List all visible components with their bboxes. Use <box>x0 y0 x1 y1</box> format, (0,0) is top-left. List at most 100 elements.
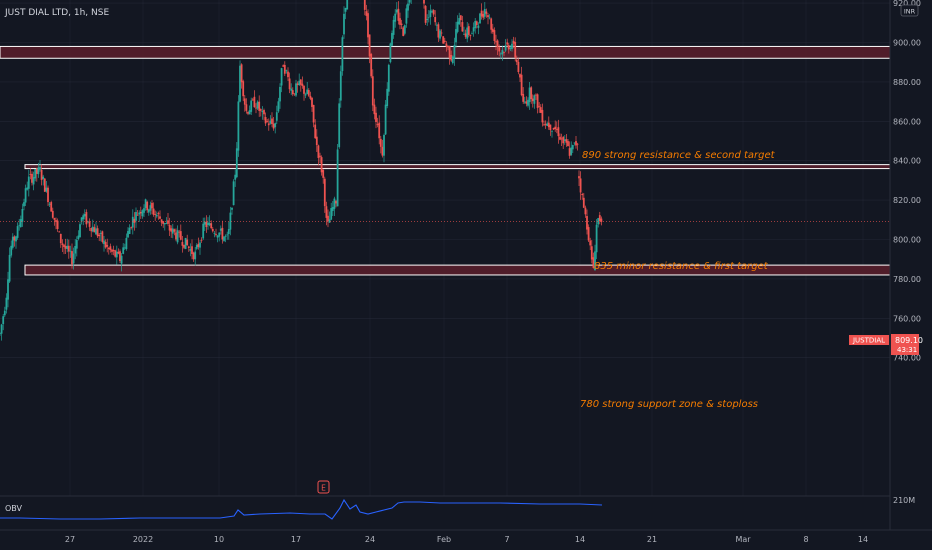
candle-body <box>234 174 237 180</box>
price-tick-label: 880.00 <box>893 78 921 87</box>
currency-badge[interactable]: INR <box>900 4 919 17</box>
candle-body <box>216 235 219 238</box>
candle-body <box>175 232 177 240</box>
candle-body <box>539 107 542 113</box>
candle-body <box>426 19 429 20</box>
candle-body <box>63 244 65 247</box>
candle-body <box>327 215 329 222</box>
time-axis[interactable]: 27 2022 10 17 24 Feb 7 14 21 Mar 8 14 <box>65 535 868 544</box>
zone-resistance-835 <box>24 164 891 170</box>
candle-body <box>525 101 528 104</box>
candle-body <box>543 124 545 126</box>
candle-body <box>237 101 240 151</box>
candle-body <box>338 103 341 148</box>
candle-body <box>191 246 193 254</box>
candle-body <box>159 216 161 219</box>
candle-body <box>242 81 245 97</box>
candle-body <box>13 236 16 241</box>
candle-body <box>552 128 555 130</box>
candle-body <box>314 124 317 139</box>
price-tick-label: 740.00 <box>893 354 921 363</box>
candle-body <box>272 123 275 129</box>
candle-body <box>67 245 70 252</box>
candle-body <box>8 254 11 282</box>
candle-body <box>344 7 347 12</box>
candle-body <box>195 244 198 249</box>
candle-body <box>197 243 200 247</box>
candle-body <box>135 211 137 221</box>
candle-body <box>336 149 339 207</box>
candle-body <box>143 208 145 213</box>
candle-body <box>368 34 371 57</box>
candle-body <box>423 0 425 4</box>
candle-body <box>232 181 235 206</box>
candle-body <box>573 142 576 144</box>
candle-body <box>312 104 315 123</box>
price-tick-label: 820.00 <box>893 196 921 205</box>
candle-body <box>330 208 333 220</box>
candle-body <box>261 111 264 113</box>
time-tick-label: 21 <box>647 535 657 544</box>
candle-body <box>555 129 558 130</box>
candle-body <box>295 83 297 96</box>
annotation-890: 890 strong resistance & second target <box>582 150 776 161</box>
candle-body <box>435 24 438 26</box>
candle-body <box>483 8 486 17</box>
candle-body <box>493 30 496 41</box>
candle-body <box>528 87 531 103</box>
candle-body <box>274 123 277 128</box>
candle-body <box>213 233 216 235</box>
candle-body <box>477 25 480 28</box>
candle-body <box>50 202 53 212</box>
candle-body <box>253 96 256 108</box>
earnings-event-marker[interactable]: E <box>317 480 330 494</box>
candle-body <box>47 187 49 203</box>
candle-body <box>471 33 473 35</box>
candle-body <box>597 218 600 225</box>
candle-body <box>27 176 30 189</box>
candle-body <box>394 13 397 22</box>
zone-resistance-890 <box>0 45 891 59</box>
candle-body <box>271 118 273 124</box>
candle-body <box>218 232 221 237</box>
price-tick-label: 800.00 <box>893 236 921 245</box>
candle-body <box>18 224 21 226</box>
candle-body <box>315 136 318 146</box>
obv-line <box>0 498 603 520</box>
symbol-title[interactable]: JUST DIAL LTD, 1h, NSE <box>4 8 109 18</box>
candle-body <box>283 64 286 74</box>
candle-body <box>170 228 173 232</box>
candle-body <box>107 248 110 249</box>
candle-body <box>503 52 505 53</box>
candle-body <box>55 220 57 222</box>
candle-body <box>458 18 461 25</box>
candle-body <box>168 224 171 231</box>
candle-body <box>99 233 102 234</box>
candle-body <box>443 40 446 43</box>
price-axis[interactable]: 740.00 760.00 780.00 800.00 820.00 840.00 860.… <box>893 0 921 363</box>
annotations: 890 strong resistance & second target 83… <box>580 150 776 410</box>
candle-body <box>504 45 507 51</box>
candle-body <box>152 208 155 215</box>
candle-body <box>488 17 491 19</box>
candle-body <box>147 209 150 213</box>
candle-body <box>387 64 390 92</box>
candle-body <box>568 148 571 156</box>
candle-body <box>563 139 566 141</box>
candle-body <box>2 316 5 325</box>
candle-body <box>323 178 326 207</box>
ticker-label: JUSTDIAL <box>852 337 885 345</box>
candle-body <box>176 230 179 243</box>
candle-body <box>72 253 75 264</box>
candle-body <box>186 239 189 246</box>
candle-body <box>376 124 379 126</box>
candle-body <box>429 10 432 18</box>
price-tick-label: 860.00 <box>893 117 921 126</box>
candle-body <box>325 206 328 218</box>
candle-body <box>475 21 478 25</box>
candle-body <box>474 20 477 29</box>
candle-body <box>370 54 373 77</box>
candle-body <box>0 324 3 334</box>
candle-body <box>522 93 525 102</box>
